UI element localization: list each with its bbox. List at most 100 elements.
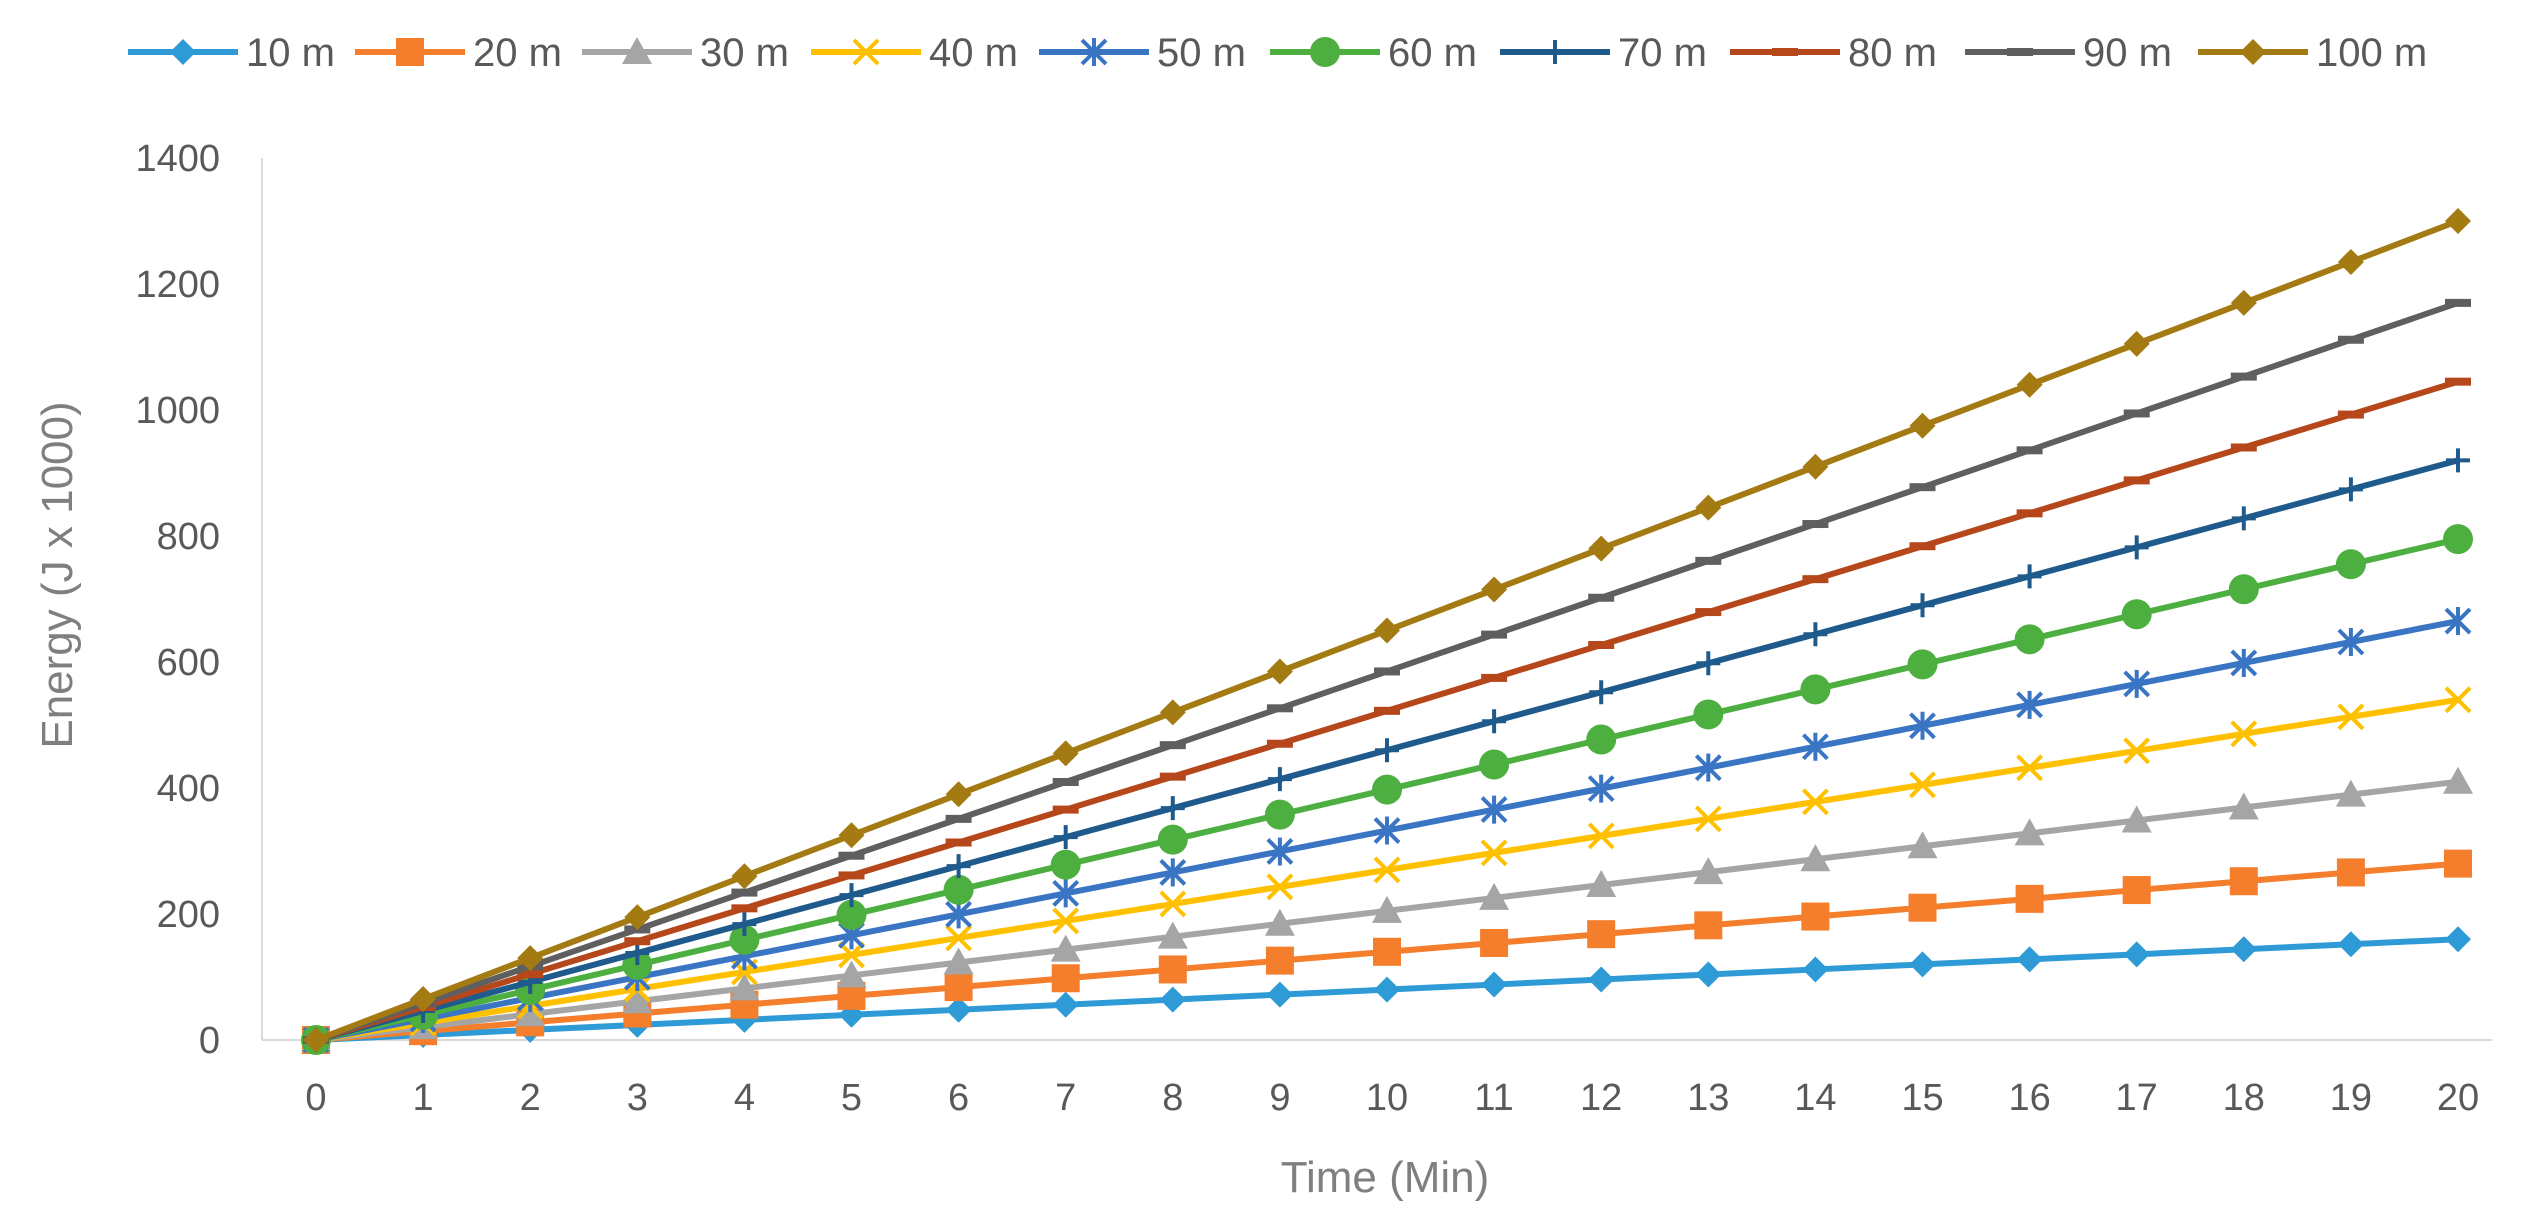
data-point [2444,607,2472,636]
legend-marker [2240,39,2266,65]
y-axis-title: Energy (J x 1000) [33,401,82,748]
data-point [1374,706,1400,715]
data-point [1479,749,1510,780]
data-point [2444,849,2472,878]
data-point [1373,856,1401,884]
data-point [1159,699,1186,726]
data-point [945,781,972,808]
data-point [729,973,760,1001]
series-100-m [303,208,2471,1053]
data-point [839,883,864,908]
data-point [2014,624,2045,655]
legend-item: 50 m [1039,31,1246,75]
x-tick-label: 12 [1580,1077,1622,1119]
legend-marker [1772,48,1798,56]
data-point [1907,831,1938,859]
data-point [2443,524,2473,555]
x-tick-label: 18 [2223,1077,2265,1119]
data-point [2123,476,2150,485]
x-tick-label: 7 [1055,1077,1076,1119]
data-point [2015,884,2044,913]
data-point [1693,699,1724,730]
legend-item: 60 m [1270,31,1477,75]
data-point [1157,824,1188,855]
legend-marker [1543,40,1567,64]
data-point [1481,673,1508,682]
x-tick-label: 4 [734,1077,755,1119]
data-point [517,945,544,972]
data-point [2445,208,2471,234]
data-point [945,996,972,1023]
data-point [1052,805,1079,814]
legend-item: 80 m [1730,31,1937,75]
data-point [1481,576,1508,603]
data-point [1265,946,1294,975]
series-60-m [301,524,2473,1055]
data-point [2230,936,2257,963]
data-point [2338,477,2363,502]
data-point [1909,711,1936,740]
data-point [1695,556,1722,565]
data-point [1482,709,1507,734]
data-point [1588,535,1615,562]
legend-label: 20 m [473,31,562,75]
legend-item: 10 m [128,31,335,75]
data-point [1909,542,1936,551]
data-point [1050,849,1081,880]
data-point [515,999,546,1027]
data-point [1802,575,1829,584]
data-point [1803,622,1828,647]
data-point [1910,593,1935,618]
data-point [1159,772,1186,781]
data-point [2016,509,2043,518]
data-point [2124,535,2149,560]
data-point [2230,289,2257,316]
y-tick-label: 600 [157,642,220,684]
data-point [944,973,973,1002]
data-point [838,941,865,969]
data-point [1157,921,1188,949]
data-point [838,871,865,880]
data-point [1481,630,1508,639]
data-point [1696,651,1721,676]
data-point [945,900,973,929]
data-point [731,888,758,897]
data-point [2014,818,2045,846]
data-point [2443,766,2473,794]
data-point [2337,931,2364,958]
data-point [945,838,972,847]
data-point [2446,448,2470,473]
x-tick-label: 19 [2330,1077,2372,1119]
data-point [1374,617,1400,644]
data-point [731,863,758,890]
data-point [1053,825,1078,850]
data-point [946,854,971,879]
data-point [1586,724,1617,755]
data-point [2230,648,2258,677]
data-point [1908,893,1937,922]
data-point [1802,956,1829,983]
y-tick-label: 200 [157,894,220,936]
y-axis: 0 200 400 600 800 1000 1200 1400 [135,138,263,1062]
y-tick-label: 1000 [135,390,220,432]
data-point [945,924,973,952]
data-point [731,904,758,913]
x-axis-title: Time (Min) [1281,1153,1490,1202]
data-point [1480,928,1509,957]
data-point [1589,680,1614,705]
data-point [1374,667,1400,676]
data-point [1052,907,1080,935]
data-point [1909,483,1936,492]
series-80-m [303,377,2471,1044]
data-point [1159,986,1186,1013]
data-point [2445,377,2471,386]
data-point [2337,410,2364,419]
data-point [1050,934,1081,962]
legend-label: 50 m [1157,31,1246,75]
data-point [1266,981,1293,1008]
legend-item: 40 m [811,31,1018,75]
data-point [2335,779,2366,807]
data-point [1159,858,1187,887]
series-50-m [302,607,2472,1054]
data-point [1052,778,1079,787]
